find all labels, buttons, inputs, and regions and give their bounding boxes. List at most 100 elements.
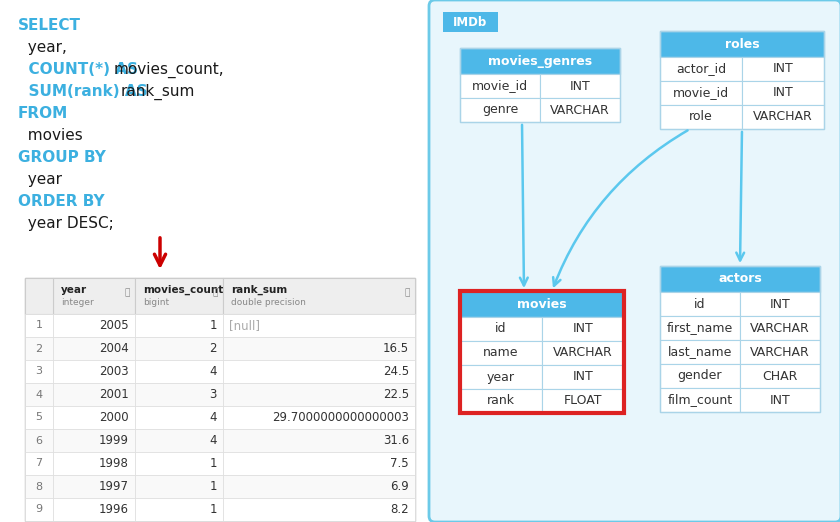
Bar bbox=[53, 406, 135, 429]
Text: 7.5: 7.5 bbox=[391, 457, 409, 470]
Text: 1: 1 bbox=[209, 480, 217, 493]
Bar bbox=[460, 365, 542, 389]
Text: 24.5: 24.5 bbox=[383, 365, 409, 378]
Text: IMDb: IMDb bbox=[453, 16, 487, 29]
Text: ORDER BY: ORDER BY bbox=[18, 194, 105, 209]
Bar bbox=[542, 341, 624, 365]
Bar bbox=[25, 383, 53, 406]
Text: 4: 4 bbox=[35, 389, 43, 399]
Bar bbox=[660, 364, 740, 388]
Bar bbox=[660, 31, 824, 57]
Bar bbox=[53, 475, 135, 498]
Bar bbox=[53, 337, 135, 360]
Text: 8: 8 bbox=[35, 481, 43, 492]
Text: rank_sum: rank_sum bbox=[120, 84, 195, 100]
Text: 1997: 1997 bbox=[99, 480, 129, 493]
Text: 🔒: 🔒 bbox=[213, 288, 218, 297]
Bar bbox=[660, 81, 742, 105]
Bar bbox=[742, 105, 824, 129]
Text: name: name bbox=[483, 347, 519, 360]
Bar bbox=[53, 383, 135, 406]
Bar bbox=[460, 291, 624, 317]
Text: 2004: 2004 bbox=[99, 342, 129, 355]
Text: [null]: [null] bbox=[229, 319, 260, 332]
Text: actors: actors bbox=[718, 272, 762, 286]
Text: FLOAT: FLOAT bbox=[564, 395, 602, 408]
Bar bbox=[223, 360, 415, 383]
Text: bigint: bigint bbox=[143, 298, 169, 307]
Bar bbox=[25, 429, 53, 452]
Text: 2005: 2005 bbox=[99, 319, 129, 332]
Text: year: year bbox=[18, 172, 62, 187]
Text: SUM(rank) AS: SUM(rank) AS bbox=[18, 84, 153, 99]
Text: GROUP BY: GROUP BY bbox=[18, 150, 106, 165]
Bar bbox=[460, 291, 624, 413]
Bar bbox=[223, 337, 415, 360]
Text: 1998: 1998 bbox=[99, 457, 129, 470]
Bar bbox=[542, 317, 624, 341]
Text: movie_id: movie_id bbox=[472, 79, 528, 92]
Bar bbox=[660, 292, 740, 316]
Text: INT: INT bbox=[769, 298, 790, 311]
Bar bbox=[660, 340, 740, 364]
Text: movies: movies bbox=[517, 298, 567, 311]
Bar bbox=[460, 389, 542, 413]
Text: VARCHAR: VARCHAR bbox=[553, 347, 613, 360]
Bar bbox=[742, 81, 824, 105]
Bar bbox=[460, 48, 620, 74]
Bar bbox=[25, 360, 53, 383]
Text: integer: integer bbox=[61, 298, 94, 307]
Text: 5: 5 bbox=[35, 412, 43, 422]
Text: VARCHAR: VARCHAR bbox=[550, 103, 610, 116]
Text: 9: 9 bbox=[35, 504, 43, 515]
Text: VARCHAR: VARCHAR bbox=[753, 111, 813, 124]
Text: 31.6: 31.6 bbox=[383, 434, 409, 447]
Text: year: year bbox=[61, 285, 87, 295]
Bar bbox=[223, 452, 415, 475]
Text: INT: INT bbox=[573, 371, 593, 384]
Text: 29.7000000000000003: 29.7000000000000003 bbox=[272, 411, 409, 424]
Text: INT: INT bbox=[769, 394, 790, 407]
Text: 1: 1 bbox=[209, 457, 217, 470]
Bar bbox=[135, 429, 223, 452]
Bar bbox=[25, 406, 53, 429]
Text: 8.2: 8.2 bbox=[391, 503, 409, 516]
Text: rank_sum: rank_sum bbox=[231, 285, 287, 295]
FancyBboxPatch shape bbox=[429, 0, 840, 522]
Bar bbox=[660, 105, 742, 129]
Text: 3: 3 bbox=[210, 388, 217, 401]
Bar bbox=[740, 292, 820, 316]
Text: VARCHAR: VARCHAR bbox=[750, 346, 810, 359]
Bar bbox=[740, 340, 820, 364]
Text: 22.5: 22.5 bbox=[383, 388, 409, 401]
Bar bbox=[135, 475, 223, 498]
Text: movies_count: movies_count bbox=[143, 285, 223, 295]
Text: 1: 1 bbox=[209, 503, 217, 516]
Bar bbox=[135, 278, 223, 314]
Bar bbox=[25, 314, 53, 337]
Text: year,: year, bbox=[18, 40, 67, 55]
Text: 4: 4 bbox=[209, 365, 217, 378]
Text: INT: INT bbox=[573, 323, 593, 336]
Bar bbox=[540, 98, 620, 122]
Bar bbox=[660, 266, 820, 292]
Text: roles: roles bbox=[725, 38, 759, 51]
Bar bbox=[660, 31, 824, 129]
Bar bbox=[460, 317, 542, 341]
Bar bbox=[660, 316, 740, 340]
Bar bbox=[740, 316, 820, 340]
Text: last_name: last_name bbox=[668, 346, 732, 359]
Bar bbox=[223, 278, 415, 314]
Bar bbox=[660, 388, 740, 412]
Text: rank: rank bbox=[487, 395, 515, 408]
Bar bbox=[135, 452, 223, 475]
Text: movie_id: movie_id bbox=[673, 87, 729, 100]
Bar bbox=[443, 12, 498, 32]
Bar bbox=[660, 266, 820, 412]
Text: 1: 1 bbox=[209, 319, 217, 332]
Text: year: year bbox=[487, 371, 515, 384]
Text: film_count: film_count bbox=[668, 394, 732, 407]
Text: movies_count,: movies_count, bbox=[113, 62, 224, 78]
Text: 3: 3 bbox=[35, 366, 43, 376]
Text: 2003: 2003 bbox=[99, 365, 129, 378]
